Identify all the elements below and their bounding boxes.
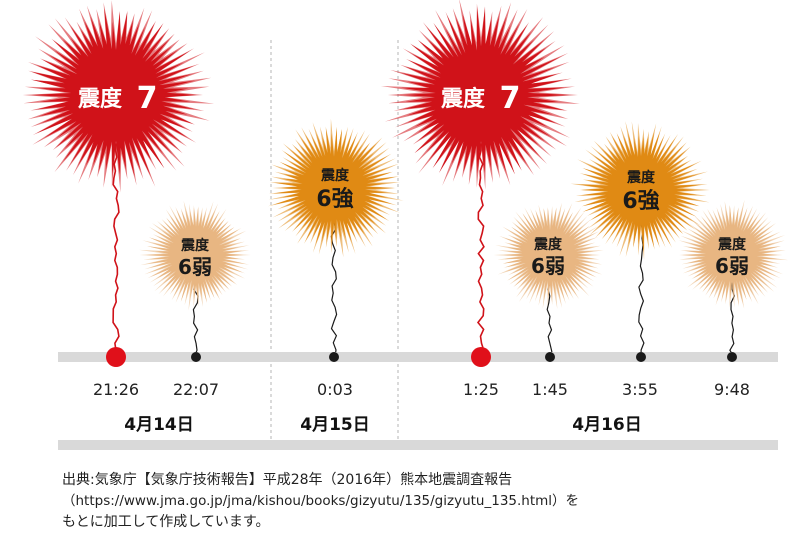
burst-label-6-top: 震度 <box>626 169 656 186</box>
time-label-3: 0:03 <box>317 380 353 399</box>
burst-stem-1 <box>112 143 120 358</box>
burst-label-1-bottom: 7 <box>137 81 158 116</box>
source-line-3: もとに加工して作成しています。 <box>62 514 270 530</box>
source-line-1: 出典:気象庁【気象庁技術報告】平成28年（2016年）熊本地震調査報告 <box>62 472 513 488</box>
burst-stem-3 <box>330 221 338 358</box>
time-label-2: 22:07 <box>173 380 219 399</box>
date-label-apr15: 4月15日 <box>300 415 370 435</box>
event-dot-3 <box>329 352 339 362</box>
event-dot-7 <box>727 352 737 362</box>
event-dot-1 <box>106 347 126 367</box>
event-dot-2 <box>191 352 201 362</box>
date-bar <box>58 440 778 450</box>
burst-label-3-top: 震度 <box>320 167 350 184</box>
burst-7 <box>682 205 781 305</box>
burst-2 <box>146 206 245 304</box>
burst-label-6-bottom: 6強 <box>622 188 659 214</box>
burst-5 <box>502 207 596 303</box>
burst-stem-5 <box>546 282 554 358</box>
dots-layer <box>106 347 737 367</box>
burst-label-5-bottom: 6弱 <box>531 254 565 278</box>
burst-4 <box>401 6 570 175</box>
burst-label-5-top: 震度 <box>533 236 563 253</box>
event-dot-5 <box>545 352 555 362</box>
date-label-apr16: 4月16日 <box>572 415 642 435</box>
burst-label-4-bottom: 7 <box>500 81 521 116</box>
burst-label-7-bottom: 6弱 <box>715 254 749 278</box>
burst-6 <box>579 132 702 252</box>
event-dot-6 <box>636 352 646 362</box>
time-label-5: 1:45 <box>532 380 568 399</box>
time-label-6: 3:55 <box>622 380 658 399</box>
burst-label-4-top: 震度 <box>441 86 486 112</box>
burst-label-7-top: 震度 <box>717 236 747 253</box>
time-label-4: 1:25 <box>463 380 499 399</box>
time-label-1: 21:26 <box>93 380 139 399</box>
source-line-2: （https://www.jma.go.jp/jma/kishou/books/… <box>62 493 580 509</box>
date-label-apr14: 4月14日 <box>124 415 194 435</box>
burst-label-3-bottom: 6強 <box>316 186 353 212</box>
burst-label-1-top: 震度 <box>78 86 123 112</box>
event-dot-4 <box>471 347 491 367</box>
burst-label-2-top: 震度 <box>180 237 210 254</box>
bursts-layer <box>22 0 789 358</box>
burst-1 <box>30 8 197 177</box>
burst-3 <box>273 126 395 245</box>
timeline-bar <box>58 352 778 362</box>
burst-stem-4 <box>476 143 485 358</box>
time-label-7: 9:48 <box>714 380 750 399</box>
burst-label-2-bottom: 6弱 <box>178 255 212 279</box>
